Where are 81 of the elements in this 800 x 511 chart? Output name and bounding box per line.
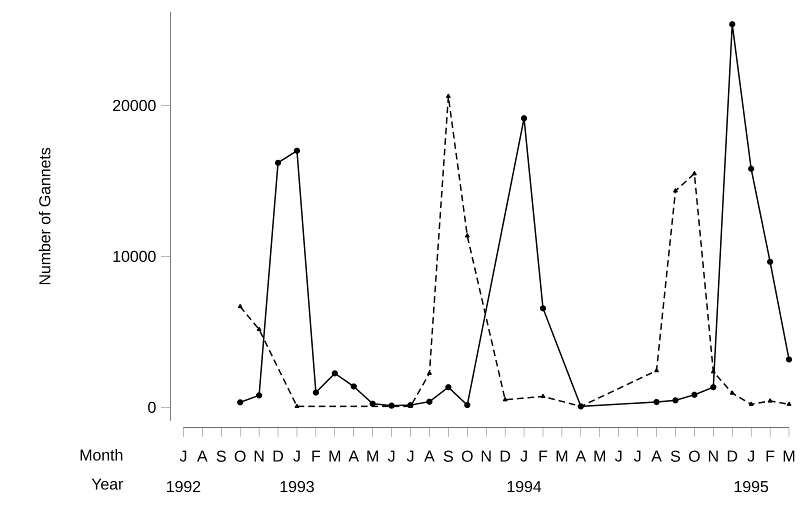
point — [729, 21, 736, 28]
x-tick-label: J — [293, 450, 300, 462]
x-tick-label: M — [367, 450, 378, 462]
x2-tick-label: 1994 — [508, 481, 542, 492]
point — [332, 370, 338, 377]
x-tick-label: J — [520, 450, 527, 462]
point — [540, 394, 546, 398]
point — [238, 304, 242, 308]
point — [766, 258, 774, 266]
x-tick-label: O — [688, 450, 700, 462]
point — [350, 384, 357, 390]
point — [464, 402, 470, 408]
point — [540, 305, 546, 312]
x-tick-label: J — [388, 450, 394, 462]
x-tick-label: N — [254, 450, 264, 462]
x-tick-label: O — [462, 450, 473, 462]
point — [312, 390, 319, 396]
point — [786, 356, 792, 363]
point — [294, 148, 300, 154]
point — [446, 94, 451, 98]
point — [653, 399, 660, 406]
point — [274, 160, 282, 166]
point — [673, 188, 678, 193]
point — [520, 115, 528, 122]
point — [710, 384, 716, 391]
x-tick-label: S — [216, 450, 226, 462]
point — [256, 327, 262, 332]
point — [294, 404, 300, 408]
x2-tick-label: 1995 — [734, 481, 768, 492]
point — [786, 402, 792, 406]
x-tick-label: D — [500, 450, 510, 462]
x2-tick-label: 1993 — [280, 481, 314, 492]
x-tick-label: M — [556, 450, 568, 462]
x-tick-label: J — [614, 450, 622, 462]
x-tick-label: M — [594, 450, 606, 462]
y-tick-label: 20000 — [113, 100, 156, 112]
x-tick-label: A — [348, 450, 359, 462]
x-tick-label: F — [312, 450, 320, 462]
x-tick-label: N — [482, 450, 491, 462]
y-axis-title: Number of Gannets — [38, 148, 50, 284]
point — [237, 399, 244, 406]
point — [691, 392, 698, 398]
point — [388, 402, 395, 409]
x-tick-label: O — [234, 450, 246, 462]
point — [502, 397, 508, 402]
point — [748, 402, 754, 406]
x-tick-label: M — [330, 450, 340, 462]
x-tick-label: A — [197, 450, 208, 462]
x-tick-label: J — [180, 450, 186, 462]
x-tick-label: N — [708, 450, 718, 462]
point — [464, 233, 470, 238]
x-axis-title: Month — [80, 449, 122, 461]
x-tick-label: F — [539, 450, 548, 462]
point — [370, 400, 376, 407]
x-tick-label: J — [747, 450, 754, 462]
point — [672, 397, 679, 404]
point — [730, 390, 735, 395]
x-tick-label: A — [424, 450, 435, 462]
y-tick-label: 0 — [148, 402, 156, 414]
x-tick-label: A — [651, 450, 662, 462]
point — [748, 166, 754, 172]
x-tick-label: J — [634, 450, 640, 462]
x-tick-label: S — [670, 450, 680, 462]
x-tick-label: S — [444, 450, 453, 462]
point — [426, 398, 433, 406]
x-tick-label: F — [766, 450, 774, 462]
point — [256, 392, 262, 399]
y-tick-label: 10000 — [113, 250, 156, 262]
x-tick-label: M — [784, 450, 794, 462]
point — [427, 370, 432, 376]
point — [768, 398, 772, 403]
x-tick-label: J — [406, 450, 414, 462]
point — [445, 384, 452, 391]
x2-tick-label: 1992 — [166, 481, 200, 492]
point — [692, 171, 697, 176]
x-tick-label: D — [274, 450, 283, 462]
x-tick-label: A — [576, 450, 586, 462]
point — [710, 369, 716, 374]
x-tick-label: D — [728, 450, 738, 462]
x2-axis-title: Year — [92, 478, 124, 490]
point — [654, 368, 659, 372]
